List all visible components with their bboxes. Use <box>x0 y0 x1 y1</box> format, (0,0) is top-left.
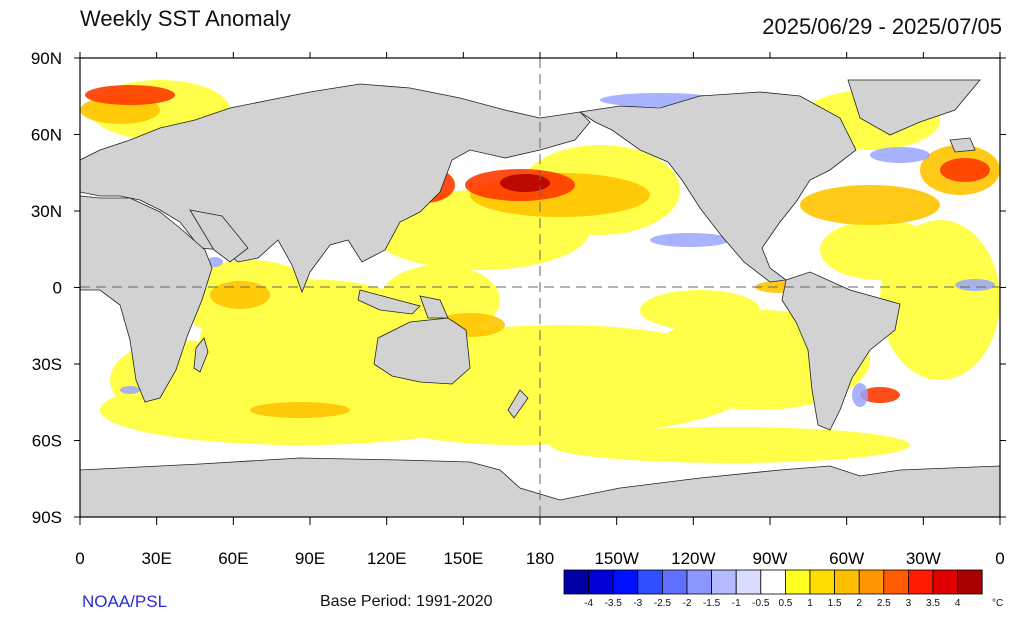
lat-tick-label: 30S <box>32 355 62 374</box>
lon-tick-label: 90E <box>295 549 325 568</box>
colorbar <box>563 569 983 595</box>
lon-tick-label: 0 <box>75 549 84 568</box>
anomaly-extreme-warm <box>500 174 550 192</box>
lat-tick-label: 30N <box>31 202 62 221</box>
colorbar-tick-label: 3 <box>905 598 912 609</box>
colorbar-swatch <box>809 569 836 595</box>
lon-tick-label: 30E <box>142 549 172 568</box>
land <box>80 79 1000 517</box>
credit-label: NOAA/PSL <box>82 592 168 611</box>
colorbar-tick-label: 1.5 <box>827 598 842 609</box>
sst-anomaly-map: 90N 60N 30N 0 30S 60S 90S 0 30E 60E 90E 120E 150E 18… <box>31 49 1006 568</box>
colorbar-swatch <box>907 569 934 595</box>
colorbar-swatch <box>637 569 663 595</box>
colorbar-swatch <box>563 569 590 595</box>
lon-tick-label: 120E <box>367 549 407 568</box>
colorbar-tick-label: 2.5 <box>876 598 891 609</box>
map-title: Weekly SST Anomaly <box>80 6 291 31</box>
colorbar-tick-label: -1 <box>731 598 741 609</box>
colorbar-swatch <box>735 569 762 595</box>
date-range: 2025/06/29 - 2025/07/05 <box>762 14 1002 39</box>
colorbar-swatch <box>883 569 909 595</box>
colorbar-tick-label: 4 <box>954 598 961 609</box>
colorbar-swatch <box>662 569 688 595</box>
lat-tick-label: 60S <box>32 432 62 451</box>
lon-tick-label: 60E <box>218 549 248 568</box>
colorbar-swatch <box>612 569 639 595</box>
colorbar-tick-label: -3.5 <box>604 598 622 609</box>
colorbar-swatch <box>588 569 614 595</box>
colorbar-swatch <box>858 569 885 595</box>
colorbar-tick-label: -2 <box>682 598 692 609</box>
lat-axis: 90N 60N 30N 0 30S 60S 90S <box>31 49 1006 527</box>
lat-tick-label: 60N <box>31 126 62 145</box>
colorbar-tick-label: 0.5 <box>778 598 793 609</box>
lon-tick-label: 90W <box>753 549 788 568</box>
colorbar-swatch <box>686 569 713 595</box>
lon-tick-label: 150E <box>443 549 483 568</box>
colorbar-swatch <box>932 569 959 595</box>
colorbar-tick-label: -1.5 <box>702 598 721 609</box>
colorbar-swatch <box>760 569 786 595</box>
lon-tick-label: 150W <box>594 549 638 568</box>
lon-axis: 0 30E 60E 90E 120E 150E 180 150W 120W 90W 60W 30W 0 <box>75 52 1005 568</box>
lon-tick-label: 0 <box>995 549 1004 568</box>
base-period-label: Base Period: 1991-2020 <box>320 593 493 610</box>
colorbar-tick-label: -3 <box>633 598 643 609</box>
lon-tick-label: 30W <box>906 549 941 568</box>
colorbar-swatch <box>711 569 737 595</box>
colorbar-swatch <box>784 569 811 595</box>
colorbar-tick-label: 3.5 <box>926 598 940 609</box>
lon-tick-label: 60W <box>829 549 864 568</box>
colorbar-tick-label: -2.5 <box>653 598 672 609</box>
lat-tick-label: 90N <box>31 49 62 68</box>
colorbar-tick-label: 1 <box>807 598 813 609</box>
lat-tick-label: 90S <box>32 508 62 527</box>
colorbar-swatch <box>957 569 983 595</box>
colorbar-tick-label: -4 <box>584 598 594 609</box>
lon-tick-label: 120W <box>671 549 715 568</box>
colorbar-tick-label: 2 <box>856 598 862 609</box>
colorbar-tick-label: -0.5 <box>752 598 770 609</box>
colorbar-swatch <box>834 569 860 595</box>
lon-tick-label: 180 <box>526 549 554 568</box>
lat-tick-label: 0 <box>53 279 62 298</box>
colorbar-unit: °C <box>992 598 1004 609</box>
